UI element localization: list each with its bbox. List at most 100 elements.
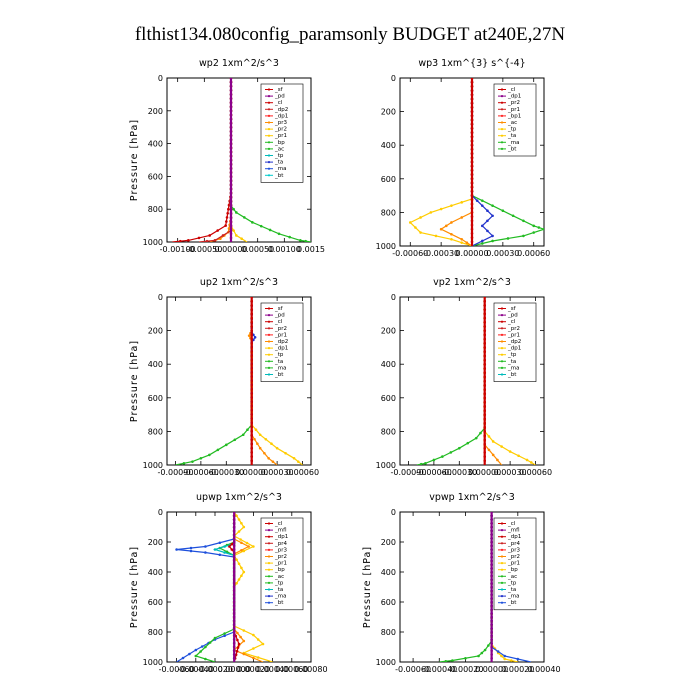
series-point <box>277 232 281 236</box>
series-point <box>229 183 233 186</box>
legend-label: _sf <box>507 306 517 312</box>
y-tick-label: 0 <box>391 74 396 83</box>
panel-title: wp2 1xm^2/s^3 <box>199 58 279 69</box>
y-tick-label: 800 <box>148 205 163 214</box>
legend-marker <box>267 320 271 323</box>
series-point <box>470 89 474 92</box>
series-point <box>490 626 493 630</box>
series-point <box>229 93 233 96</box>
series-point <box>252 545 255 548</box>
series-point <box>490 634 493 638</box>
legend-marker <box>267 535 271 538</box>
series-point <box>490 555 493 559</box>
series-point <box>439 207 443 211</box>
legend-marker <box>267 542 271 545</box>
panel-6: vpwp 1xm^2/s^3 Pressure [hPa] 0 200 400 600 80… <box>362 492 561 674</box>
y-tick-label: 400 <box>148 568 163 577</box>
y-axis-label: Pressure [hPa] <box>129 546 140 628</box>
legend <box>493 302 537 382</box>
x-tick-label: 0.00000 <box>218 665 251 674</box>
series-point <box>232 600 236 604</box>
series-point <box>229 109 233 113</box>
legend-marker <box>500 542 504 545</box>
series-point <box>250 333 254 337</box>
legend-marker <box>267 588 271 591</box>
legend-label: _cl <box>507 521 516 527</box>
series-point <box>242 629 246 632</box>
series-point <box>532 231 536 234</box>
legend-marker <box>267 568 271 571</box>
series-point <box>232 566 236 570</box>
series-point <box>250 308 254 311</box>
series-point <box>490 585 493 589</box>
y-tick-label: 400 <box>148 360 163 369</box>
series-point <box>229 220 233 223</box>
series-point <box>501 209 505 213</box>
legend-label: _bt <box>274 173 284 179</box>
legend-label: _ta <box>507 359 516 365</box>
series-point <box>250 409 254 412</box>
series-point <box>225 550 229 554</box>
series-point <box>242 652 246 656</box>
series-point <box>419 216 422 219</box>
series-point <box>250 312 254 316</box>
series-point <box>253 336 257 339</box>
series-point <box>208 234 211 237</box>
legend-label: _cl <box>274 100 283 106</box>
y-tick-label: 200 <box>381 538 396 547</box>
series-point <box>216 448 220 452</box>
series-point <box>237 562 241 566</box>
legend-label: _dp2 <box>274 339 288 345</box>
series-point <box>235 514 238 518</box>
series-point <box>232 596 236 600</box>
series-point <box>233 438 237 442</box>
series-point <box>229 84 233 88</box>
series-point <box>490 574 493 578</box>
series-point <box>490 630 493 634</box>
y-tick-label: 0 <box>158 74 163 83</box>
legend-label: _mfl <box>274 528 287 534</box>
series-point <box>232 649 236 653</box>
series-point <box>197 236 201 240</box>
series-point <box>483 430 487 433</box>
legend-label: _ta <box>274 160 283 166</box>
legend-marker <box>267 88 271 91</box>
series-point <box>250 459 254 463</box>
series-point <box>232 615 236 619</box>
legend-marker <box>500 575 504 578</box>
series-point <box>490 512 493 514</box>
y-tick-label: 600 <box>148 394 163 403</box>
series-point <box>242 525 246 529</box>
series-point <box>235 211 238 214</box>
legend-marker <box>500 360 504 363</box>
y-tick-label: 800 <box>148 427 163 436</box>
series-point <box>529 461 533 464</box>
series-point <box>250 350 254 353</box>
series-point <box>223 545 226 548</box>
series-point <box>229 175 233 178</box>
legend-label: _pr1 <box>274 561 287 567</box>
y-axis-label: Pressure [hPa] <box>129 119 140 201</box>
series-point <box>486 229 489 233</box>
series-point <box>490 581 493 585</box>
series-point <box>258 433 262 437</box>
series-point <box>424 462 427 465</box>
series-point <box>229 158 233 162</box>
series-point <box>491 440 495 443</box>
series-point <box>229 212 233 215</box>
series-point <box>483 362 487 366</box>
y-tick-label: 400 <box>381 568 396 577</box>
legend-label: _bp <box>274 567 285 573</box>
x-tick-label: 0.00060 <box>275 665 308 674</box>
series-point <box>483 337 487 341</box>
series-point <box>229 216 233 219</box>
series-point <box>232 555 236 559</box>
series-point <box>490 540 493 544</box>
series-point <box>208 453 211 457</box>
series-point <box>204 545 207 548</box>
series-point <box>483 434 487 437</box>
panel-4: vp2 1xm^2/s^302004006008001000-0.00090-0… <box>376 277 552 477</box>
series-point <box>490 604 493 608</box>
x-tick-label: 0.00020 <box>237 665 270 674</box>
series-point <box>232 638 236 641</box>
